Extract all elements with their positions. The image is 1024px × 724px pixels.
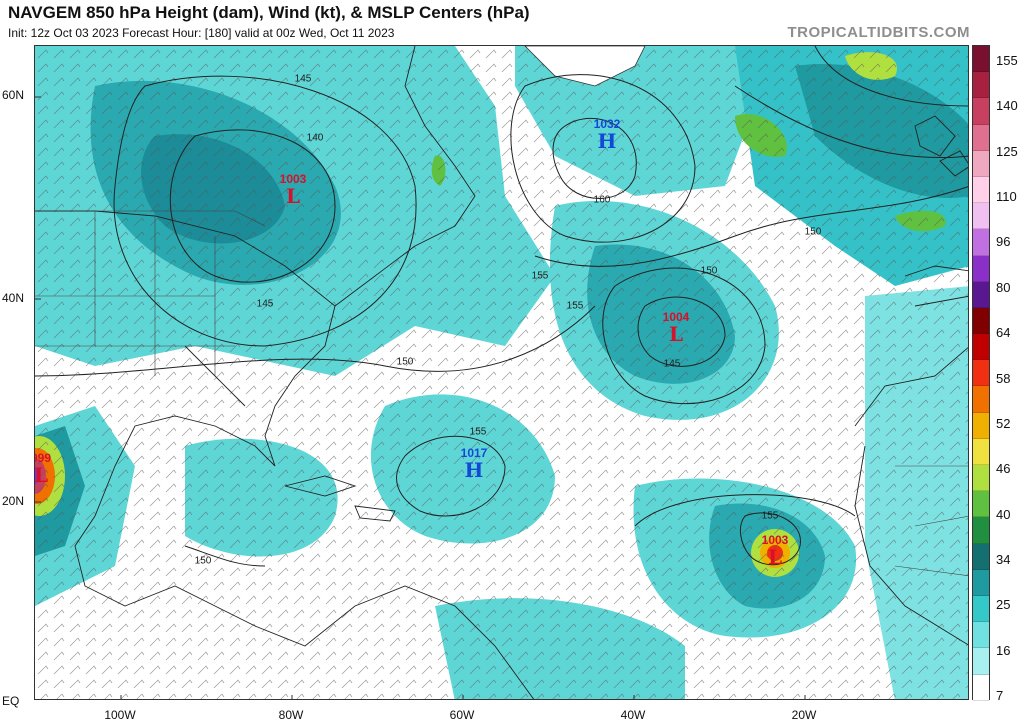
contour-label: 145 — [294, 73, 312, 85]
colorbar-label: 34 — [996, 551, 1011, 567]
contour-label: 155 — [469, 426, 487, 438]
colorbar-segment — [973, 176, 989, 204]
lon-label-100w: 100W — [104, 708, 136, 722]
colorbar-label: 96 — [996, 234, 1011, 250]
contour-label: 140 — [306, 132, 324, 144]
lat-label-eq: EQ — [2, 694, 20, 708]
colorbar — [972, 45, 990, 701]
contour-label: 155 — [531, 270, 549, 282]
brand-watermark: TROPICALTIDBITS.COM — [787, 24, 970, 41]
colorbar-segment — [973, 98, 989, 125]
high-pressure-center: 1017 H — [461, 447, 488, 480]
contour-label: 150 — [804, 226, 822, 238]
political-borders — [35, 210, 968, 577]
low-marker: L — [767, 545, 783, 569]
low-pressure-center: 1003 L — [762, 534, 789, 567]
lat-label-60n: 60N — [2, 88, 25, 102]
colorbar-segment — [973, 124, 989, 151]
lon-label-80w: 80W — [278, 708, 304, 722]
chart-subtitle: Init: 12z Oct 03 2023 Forecast Hour: [18… — [8, 26, 395, 40]
colorbar-label: 140 — [996, 98, 1018, 114]
colorbar-label: 155 — [996, 53, 1018, 68]
chart-title: NAVGEM 850 hPa Height (dam), Wind (kt), … — [8, 3, 530, 22]
colorbar-segment — [973, 281, 989, 308]
colorbar-label: 16 — [996, 642, 1011, 658]
lon-label-40w: 40W — [620, 708, 646, 722]
contour-label: 160 — [593, 194, 611, 206]
colorbar-segment — [973, 438, 989, 465]
high-pressure-center: 1032 H — [594, 118, 621, 151]
pressure-value: 1032 — [593, 117, 621, 131]
colorbar-label: 40 — [996, 506, 1011, 522]
pressure-value: 1003 — [279, 172, 307, 186]
lat-label-20n: 20N — [2, 494, 25, 508]
colorbar-label: 52 — [996, 415, 1011, 431]
map-canvas — [35, 46, 968, 699]
colorbar-segment — [973, 465, 989, 492]
colorbar-segment — [973, 622, 989, 649]
colorbar-segment — [973, 517, 989, 544]
colorbar-segment — [973, 595, 989, 623]
low-pressure-center: 999 L — [34, 451, 52, 487]
height-contours — [35, 46, 968, 567]
pressure-value: 1004 — [662, 310, 690, 324]
colorbar-segment — [973, 46, 989, 73]
contour-label: 150 — [194, 555, 212, 567]
colorbar-label: 58 — [996, 370, 1011, 386]
wind-barbs — [35, 46, 968, 699]
contour-label: 145 — [256, 298, 274, 310]
contour-label: 150 — [396, 356, 414, 368]
greenland-land — [524, 46, 646, 87]
low-marker: L — [285, 184, 301, 208]
colorbar-segment — [973, 491, 989, 518]
high-marker: H — [464, 458, 484, 482]
colorbar-segment — [973, 412, 989, 439]
lat-label-40n: 40N — [2, 291, 25, 305]
contour-label: 155 — [566, 300, 584, 312]
colorbar-segment — [973, 229, 989, 256]
colorbar-label: 25 — [996, 597, 1011, 613]
colorbar-segment — [973, 72, 989, 99]
contour-label: 155 — [761, 510, 779, 522]
contour-label: 145 — [663, 358, 681, 370]
low-marker: L — [668, 322, 684, 346]
colorbar-label: 64 — [996, 325, 1011, 341]
colorbar-segment — [973, 334, 989, 361]
lon-label-20w: 20W — [791, 708, 817, 722]
contour-label: 150 — [700, 265, 718, 277]
colorbar-label: 125 — [996, 143, 1018, 159]
colorbar-segment — [973, 386, 989, 413]
colorbar-segment — [973, 543, 989, 570]
colorbar-segment — [973, 203, 989, 230]
lon-label-60w: 60W — [449, 708, 475, 722]
axis-ticks — [35, 96, 806, 699]
colorbar-label: 7 — [996, 688, 1004, 703]
low-pressure-center: 1004 L — [663, 311, 690, 344]
colorbar-segment — [973, 648, 989, 675]
colorbar-segment — [973, 360, 989, 387]
colorbar-segment — [973, 674, 989, 701]
colorbar-segment — [973, 150, 989, 177]
high-marker: H — [597, 129, 617, 153]
map-panel: 145 140 145 150 155 160 150 150 155 145 … — [34, 45, 969, 700]
low-marker: L — [34, 463, 49, 487]
pressure-value: 1017 — [460, 446, 488, 460]
colorbar-label: 46 — [996, 461, 1011, 477]
pressure-value: 999 — [35, 451, 52, 465]
coastlines — [35, 46, 968, 699]
pressure-value: 1003 — [761, 533, 789, 547]
colorbar-segment — [973, 307, 989, 335]
colorbar-segment — [973, 255, 989, 282]
colorbar-segment — [973, 569, 989, 596]
colorbar-label: 110 — [996, 189, 1017, 205]
colorbar-label: 80 — [996, 279, 1011, 295]
low-pressure-center: 1003 L — [280, 173, 307, 206]
